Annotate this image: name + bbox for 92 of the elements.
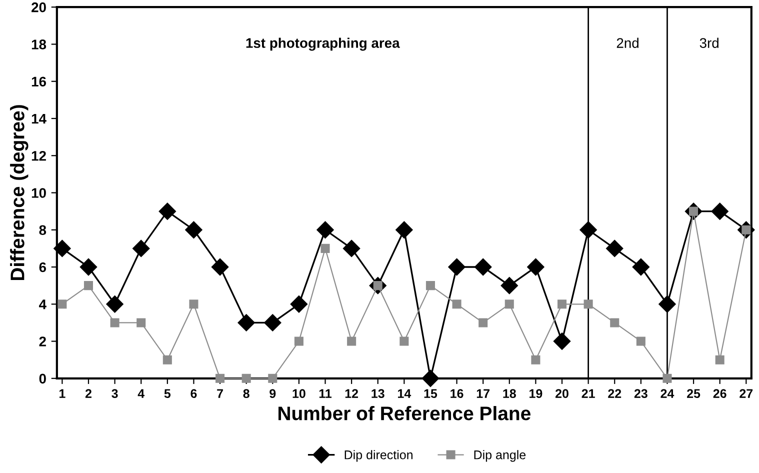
point: [531, 355, 540, 364]
x-tick-label: 18: [503, 389, 516, 398]
legend-label: Dip angle: [474, 450, 526, 462]
point: [557, 300, 567, 309]
x-tick-label: 22: [608, 389, 622, 398]
point: [84, 281, 94, 290]
point: [636, 336, 646, 346]
point: [316, 221, 334, 238]
point: [58, 300, 67, 309]
y-tick-label: 16: [32, 76, 46, 87]
x-tick-label: 10: [292, 389, 306, 398]
point: [347, 336, 356, 346]
x-tick-label: 1: [60, 389, 66, 398]
point: [504, 300, 514, 309]
point: [136, 318, 146, 328]
point: [238, 314, 255, 332]
point: [110, 318, 120, 328]
x-tick-label: 15: [424, 389, 438, 398]
point: [106, 296, 124, 313]
x-tick-label: 17: [476, 389, 490, 398]
y-tick-label: 2: [39, 336, 46, 346]
point: [185, 221, 202, 238]
point: [132, 240, 150, 257]
annotation: 2nd: [616, 38, 638, 48]
point: [500, 277, 518, 294]
y-tick-label: 12: [32, 150, 46, 161]
y-tick-label: 6: [39, 262, 46, 272]
point: [216, 374, 225, 383]
y-tick-label: 20: [32, 2, 46, 12]
legend-label: Dip direction: [344, 450, 412, 462]
point: [553, 332, 571, 350]
x-tick-label: 4: [138, 389, 145, 398]
point: [426, 281, 435, 290]
y-tick-label: 18: [32, 40, 46, 50]
x-tick-label: 13: [372, 389, 384, 398]
x-tick-label: 19: [530, 389, 542, 398]
point: [189, 300, 198, 309]
annotation: 1st photographing area: [246, 38, 400, 51]
x-tick-label: 23: [634, 389, 648, 398]
point: [400, 336, 409, 346]
point: [80, 258, 98, 276]
point: [396, 221, 413, 238]
x-axis-title: Number of Reference Plane: [278, 406, 530, 420]
point: [294, 336, 304, 346]
x-tick-label: 27: [740, 389, 753, 398]
x-tick-label: 6: [190, 389, 197, 398]
x-tick-label: 3: [112, 389, 118, 398]
y-tick-label: 4: [38, 300, 46, 310]
point: [211, 258, 229, 276]
x-tick-label: 25: [687, 389, 700, 398]
point: [580, 221, 597, 238]
point: [162, 355, 172, 364]
annotation: 3rd: [700, 38, 718, 48]
point: [584, 300, 593, 309]
x-tick-label: 16: [450, 389, 464, 398]
x-tick-label: 20: [555, 389, 568, 398]
point: [320, 244, 330, 253]
x-tick-label: 11: [319, 389, 332, 398]
x-tick-label: 21: [582, 389, 595, 398]
point: [474, 258, 492, 276]
x-tick-label: 24: [660, 389, 674, 398]
x-tick-label: 14: [398, 389, 412, 398]
point: [264, 314, 282, 332]
point: [606, 240, 624, 257]
x-tick-label: 2: [85, 389, 92, 398]
x-tick-label: 8: [243, 389, 250, 398]
point: [658, 296, 676, 313]
point: [610, 318, 620, 328]
point: [478, 318, 488, 328]
point: [242, 374, 251, 383]
point: [290, 296, 308, 313]
point: [527, 258, 544, 276]
x-tick-label: 7: [217, 389, 223, 398]
point: [422, 370, 440, 387]
y-tick-label: 10: [32, 188, 46, 198]
x-tick-label: 5: [164, 389, 171, 398]
x-tick-label: 9: [270, 389, 276, 398]
point: [268, 374, 278, 383]
y-axis-title: Difference (degree): [10, 105, 28, 280]
x-tick-label: 12: [345, 389, 358, 398]
y-tick-label: 8: [39, 225, 46, 236]
point: [158, 202, 176, 220]
point: [452, 300, 462, 309]
y-tick-label: 0: [39, 374, 46, 384]
point: [54, 240, 71, 257]
point: [343, 240, 360, 257]
point: [711, 202, 728, 220]
y-tick-label: 14: [32, 114, 46, 124]
point: [715, 355, 724, 364]
point: [448, 258, 466, 276]
point: [632, 258, 650, 276]
x-tick-label: 26: [713, 389, 726, 398]
